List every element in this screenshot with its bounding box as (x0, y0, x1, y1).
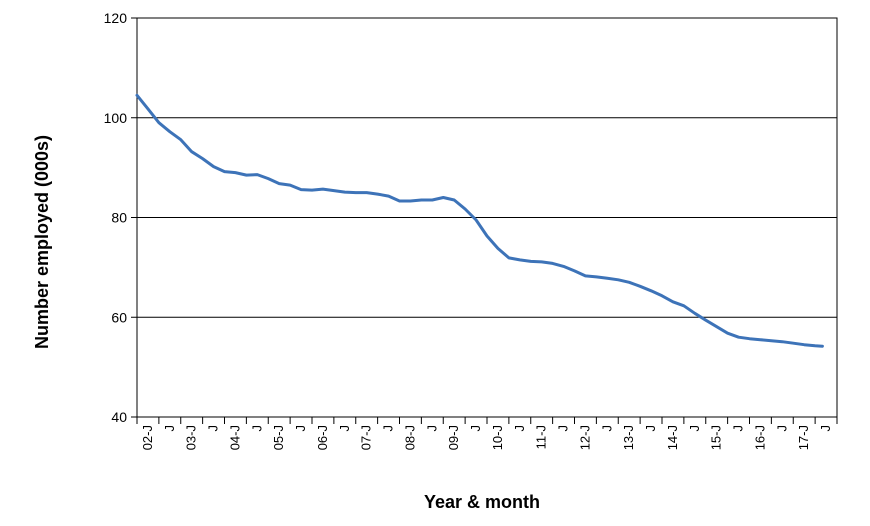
x-tick-label: 03-J (184, 425, 199, 450)
y-axis-ticks: 40 60 80 100 120 (104, 10, 137, 425)
x-tick-label: 13-J (621, 425, 636, 450)
x-tick-label: 14-J (665, 425, 680, 450)
y-tick-label: 100 (104, 110, 128, 126)
x-tick-label: 10-J (490, 425, 505, 450)
x-tick-label: J (337, 425, 352, 432)
y-axis-title: Number employed (000s) (32, 135, 52, 349)
x-tick-label: J (643, 425, 658, 432)
x-axis-ticks: 02-J J 03-J J 04-J J 05-J J 06-J J 07-J J 08-J J 09-J J… (136, 417, 838, 450)
y-tick-label: 80 (111, 210, 127, 226)
x-tick-label: J (162, 425, 177, 432)
x-tick-label: J (293, 425, 308, 432)
y-tick-label: 40 (111, 409, 127, 425)
x-tick-label: J (818, 425, 833, 432)
x-tick-label: J (731, 425, 746, 432)
x-tick-label: 09-J (446, 425, 461, 450)
series-layer (135, 93, 824, 348)
series-line (135, 93, 824, 348)
x-tick-label: 11-J (534, 425, 549, 449)
x-tick-label: 15-J (709, 425, 724, 450)
x-tick-label: 08-J (402, 425, 417, 450)
x-tick-label: 05-J (271, 425, 286, 450)
x-tick-label: 12-J (577, 425, 592, 450)
x-tick-label: J (381, 425, 396, 432)
gridlines (137, 117, 837, 318)
x-axis-title: Year & month (424, 492, 540, 512)
x-tick-label: J (249, 425, 264, 432)
x-tick-label: 06-J (315, 425, 330, 450)
x-tick-label: 07-J (359, 425, 374, 450)
x-tick-label: 17-J (796, 425, 811, 450)
x-tick-label: J (599, 425, 614, 432)
x-tick-label: J (556, 425, 571, 432)
x-tick-label: 16-J (752, 425, 767, 450)
x-tick-label: J (424, 425, 439, 432)
x-tick-label: J (774, 425, 789, 432)
x-tick-label: 04-J (227, 425, 242, 450)
x-tick-label: J (206, 425, 221, 432)
x-tick-label: 02-J (140, 425, 155, 450)
x-tick-label: J (687, 425, 702, 432)
y-tick-label: 60 (111, 309, 127, 325)
y-tick-label: 120 (104, 10, 128, 26)
x-tick-label: J (512, 425, 527, 432)
x-tick-label: J (468, 425, 483, 432)
